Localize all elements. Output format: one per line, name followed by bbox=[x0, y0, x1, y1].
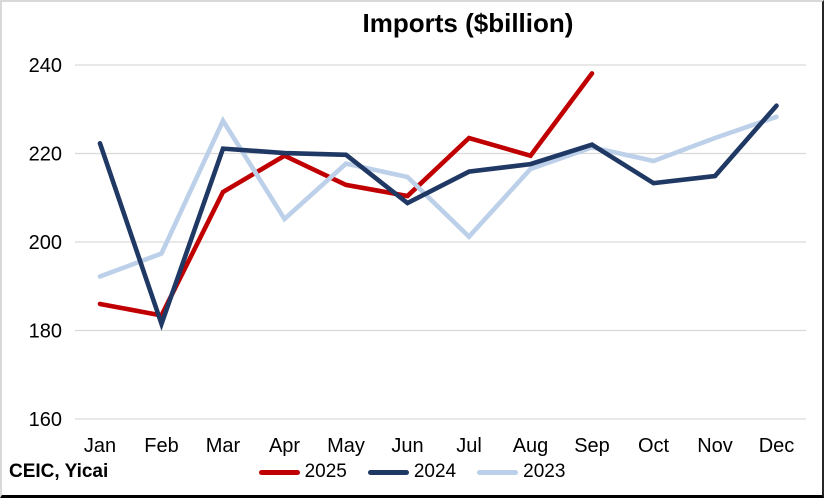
y-axis-tick-label: 200 bbox=[29, 232, 62, 254]
x-axis-tick-label: Feb bbox=[144, 435, 178, 457]
legend-item-2023: 2023 bbox=[477, 461, 565, 483]
legend-label: 2023 bbox=[523, 461, 566, 482]
x-axis-tick-label: Jan bbox=[84, 435, 116, 457]
series-line-2025 bbox=[97, 71, 595, 319]
chart-title: Imports ($billion) bbox=[362, 8, 574, 38]
x-axis-tick-label: Aug bbox=[513, 435, 549, 457]
y-axis-tick-label: 160 bbox=[29, 409, 62, 431]
y-axis-tick-label: 180 bbox=[29, 321, 62, 343]
x-axis-tick-label: May bbox=[327, 435, 365, 457]
series-line-2023 bbox=[97, 114, 779, 279]
y-axis-tick-label: 240 bbox=[29, 55, 62, 77]
x-axis-tick-label: Nov bbox=[697, 435, 733, 457]
legend-item-2025: 2025 bbox=[258, 461, 347, 483]
x-axis-tick-label: Jun bbox=[391, 435, 423, 457]
legend-label: 2024 bbox=[413, 461, 457, 482]
legend-swatch-2023 bbox=[477, 469, 519, 475]
legend-item-2024: 2024 bbox=[367, 461, 457, 483]
x-axis-tick-label: Oct bbox=[638, 435, 670, 457]
x-axis-tick-label: Mar bbox=[206, 435, 241, 457]
y-axis-tick-label: 220 bbox=[29, 144, 62, 166]
series-line-2024 bbox=[97, 103, 779, 331]
x-axis-tick-label: Apr bbox=[269, 435, 300, 457]
source-credit: CEIC, Yicai bbox=[9, 461, 109, 482]
chart-legend: 2025 2024 2023 bbox=[2, 461, 822, 483]
x-axis-tick-label: Dec bbox=[759, 435, 795, 457]
x-axis-tick-label: Jul bbox=[456, 435, 482, 457]
x-axis-tick-label: Sep bbox=[574, 435, 610, 457]
legend-swatch-2024 bbox=[367, 469, 409, 475]
legend-swatch-2025 bbox=[258, 469, 300, 475]
legend-label: 2025 bbox=[304, 461, 347, 482]
